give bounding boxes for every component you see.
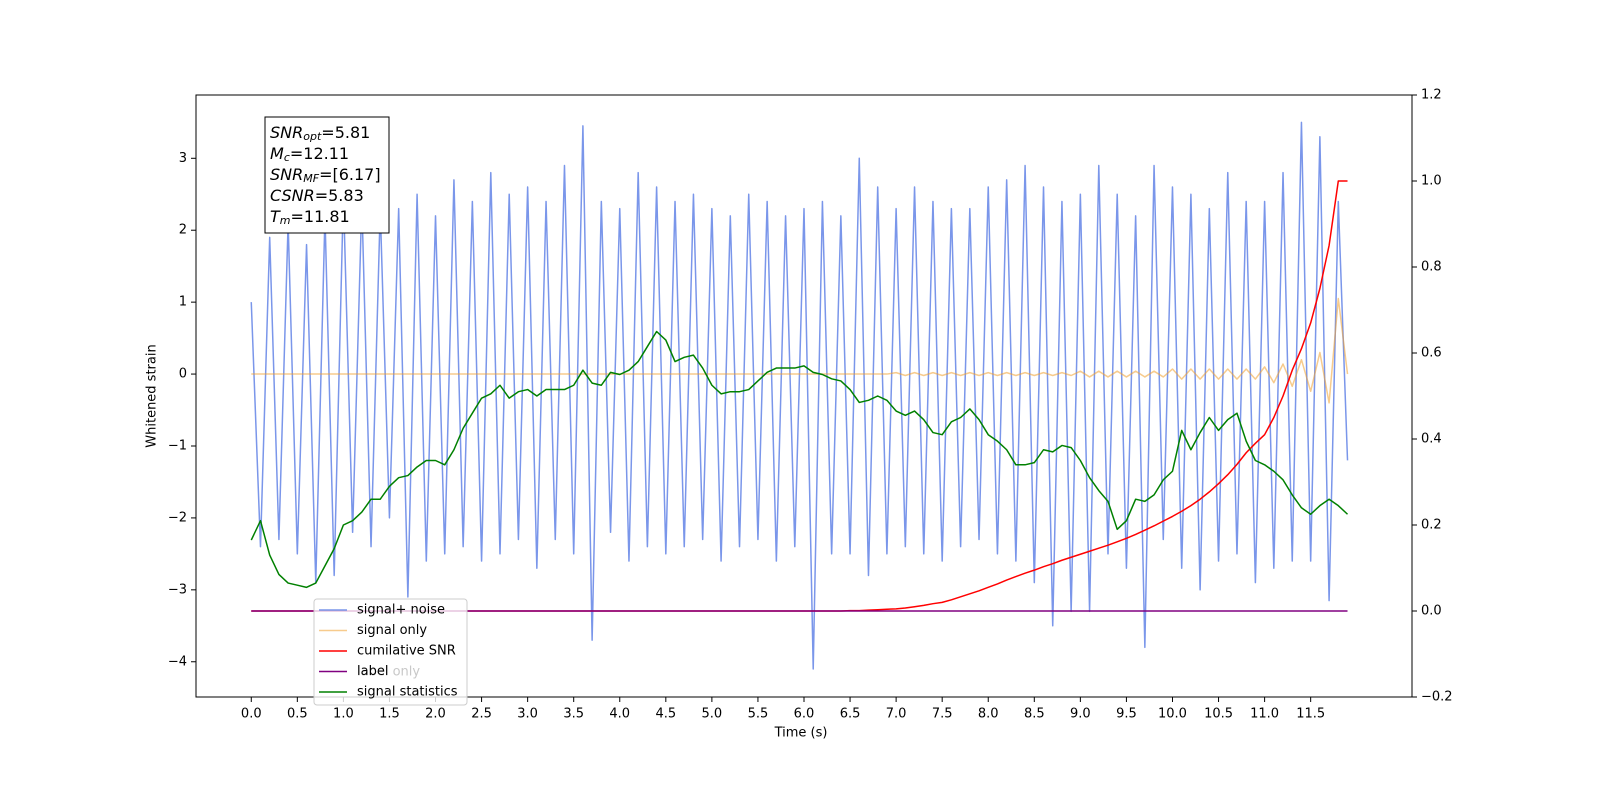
legend-label: signal+ noise (357, 603, 445, 618)
y-tick-label: 2 (179, 223, 187, 238)
annotation-value: =[6.17] (319, 165, 381, 184)
x-tick-label: 6.0 (794, 707, 815, 722)
annotation-sub: m (280, 214, 291, 227)
legend-ghost: label only (357, 665, 420, 680)
annotation-frame (264, 116, 390, 234)
x-tick-label: 5.5 (748, 707, 769, 722)
legend-label: signal only (357, 623, 427, 638)
annotation-sub: MF (303, 172, 319, 185)
annotation-main: SNR (270, 165, 303, 184)
x-tick-label: 10.0 (1158, 707, 1187, 722)
annotation-sub: opt (303, 130, 322, 143)
y-tick-label: −2 (168, 510, 187, 525)
series-line (250, 330, 1349, 589)
y2-tick-label: 1.0 (1421, 174, 1442, 189)
x-tick-label: 1.5 (379, 707, 400, 722)
y-axis-label: Whitened strain (145, 344, 160, 447)
annotation-value: =12.11 (290, 144, 349, 163)
annotation-box: SNRopt=5.81Mc=12.11SNRMF=[6.17]CSNR=5.83… (264, 116, 390, 234)
y-tick-label: 0 (179, 367, 187, 382)
annotation-line: SNRopt=5.81 (270, 123, 370, 144)
x-tick-label: 5.0 (702, 707, 723, 722)
series-line (251, 297, 1349, 404)
annotation-main: M (270, 144, 284, 163)
x-tick-label: 4.5 (655, 707, 676, 722)
y-tick-label: −4 (168, 654, 187, 669)
annotation-main: CSNR (270, 186, 315, 205)
y-tick-label: −3 (168, 582, 187, 597)
y2-tick-label: 0.8 (1421, 260, 1442, 275)
y2-tick-label: 1.2 (1421, 88, 1442, 103)
legend-label: signal statistics (357, 685, 458, 700)
x-tick-label: 3.5 (563, 707, 584, 722)
y2-tick-label: 0.6 (1421, 346, 1442, 361)
x-tick-label: 11.0 (1250, 707, 1279, 722)
y-tick-label: 3 (179, 151, 187, 166)
legend-frame (313, 598, 468, 706)
x-tick-label: 9.0 (1070, 707, 1091, 722)
x-tick-label: 6.5 (840, 707, 861, 722)
x-tick-label: 11.5 (1296, 707, 1325, 722)
x-tick-label: 8.5 (1024, 707, 1045, 722)
x-tick-label: 7.5 (932, 707, 953, 722)
x-tick-label: 4.0 (609, 707, 630, 722)
y2-tick-label: 0.2 (1421, 518, 1442, 533)
annotation-line: SNRMF=[6.17] (270, 165, 381, 186)
y2-tick-label: 0.4 (1421, 432, 1442, 447)
x-tick-label: 1.0 (333, 707, 354, 722)
annotation-value: =5.81 (321, 123, 370, 142)
annotation-value: =5.83 (315, 186, 364, 205)
x-tick-label: 8.0 (978, 707, 999, 722)
annotation-main: SNR (270, 123, 303, 142)
legend-label: label (357, 664, 388, 679)
plot-area (250, 121, 1349, 670)
annotation-sub: c (284, 151, 290, 164)
y-tick-label: −1 (168, 438, 187, 453)
x-axis-label: Time (s) (774, 726, 828, 741)
x-tick-label: 7.0 (886, 707, 907, 722)
annotation-main: T (270, 207, 281, 226)
x-tick-label: 0.0 (241, 707, 262, 722)
series-line (250, 121, 1349, 670)
x-tick-label: 2.0 (425, 707, 446, 722)
annotation-line: CSNR=5.83 (270, 186, 364, 205)
y2-tick-label: 0.0 (1421, 604, 1442, 619)
legend-label: cumilative SNR (357, 644, 456, 659)
legend: label only signal+ noise signal only cumila… (313, 598, 468, 706)
y-tick-label: 1 (179, 295, 187, 310)
x-tick-label: 9.5 (1116, 707, 1137, 722)
x-tick-label: 3.0 (517, 707, 538, 722)
annotation-line: Tm=11.81 (270, 207, 350, 228)
annotation-value: =11.81 (291, 207, 350, 226)
annotation-line: Mc=12.11 (270, 144, 349, 165)
y2-tick-label: −0.2 (1421, 690, 1453, 705)
x-tick-label: 0.5 (287, 707, 308, 722)
x-tick-label: 2.5 (471, 707, 492, 722)
x-tick-label: 10.5 (1204, 707, 1233, 722)
axes-frame (195, 94, 1413, 698)
